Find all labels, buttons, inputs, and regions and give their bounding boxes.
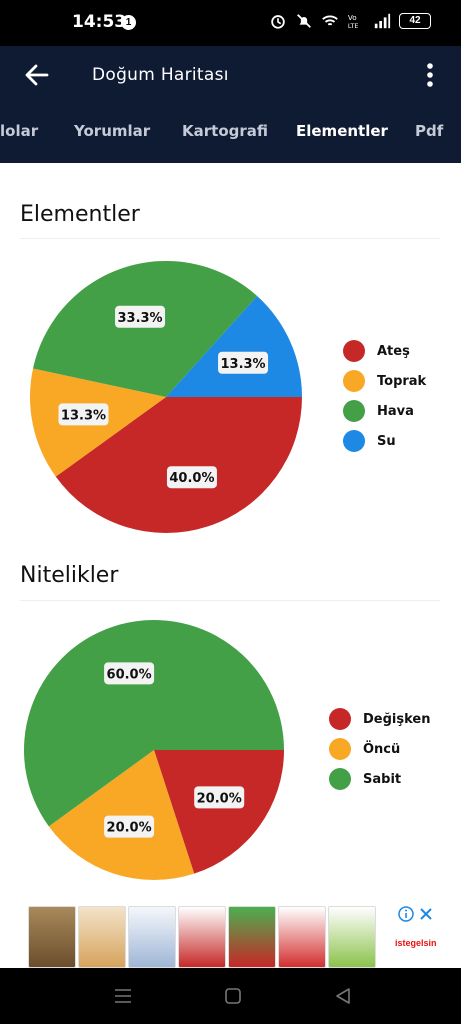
legend-item-oncu: Öncü	[329, 734, 430, 764]
pie-slice-degisken	[154, 750, 284, 874]
status-time: 14:53	[72, 12, 127, 32]
legend-swatch	[329, 768, 351, 790]
legend-item-sabit: Sabit	[329, 764, 430, 794]
nitelikler-pie-chart: 20.0% 20.0% 60.0%	[23, 620, 284, 880]
pie-slice-ates	[55, 397, 303, 533]
legend-swatch	[343, 430, 365, 452]
more-vert-icon[interactable]	[420, 60, 440, 90]
ad-product-image[interactable]	[128, 906, 176, 968]
legend-swatch	[343, 400, 365, 422]
legend-label: Ateş	[377, 343, 410, 359]
ad-product-image[interactable]	[228, 906, 276, 968]
legend-label: Sabit	[363, 771, 402, 787]
legend-label: Toprak	[377, 373, 427, 389]
ad-product-image[interactable]	[328, 906, 376, 968]
section-title-elementler: Elementler	[20, 202, 140, 227]
ad-product-image[interactable]	[28, 906, 76, 968]
legend-label: Öncü	[363, 741, 401, 757]
ad-product-image[interactable]	[178, 906, 226, 968]
ad-product-image[interactable]	[78, 906, 126, 968]
pie-slice-sabit	[23, 620, 284, 827]
svg-text:33.3%: 33.3%	[117, 311, 162, 326]
ad-product-image[interactable]	[278, 906, 326, 968]
battery-icon: 42	[399, 13, 431, 29]
pie-slice-hava	[33, 261, 258, 397]
pie-data-label-ates: 40.0%	[166, 466, 217, 489]
tab-bar: lolar Yorumlar Kartografi Elementler Pdf	[0, 114, 461, 154]
elementler-legend: Ateş Toprak Hava Su	[343, 336, 426, 456]
legend-item-hava: Hava	[343, 396, 426, 426]
svg-text:40.0%: 40.0%	[169, 471, 214, 486]
nitelikler-legend: Değişken Öncü Sabit	[329, 704, 430, 794]
pie-data-label-hava: 33.3%	[115, 305, 166, 328]
svg-text:60.0%: 60.0%	[107, 667, 152, 682]
svg-text:Vo: Vo	[348, 13, 357, 22]
section-divider	[20, 600, 440, 601]
section-divider	[20, 238, 440, 239]
notification-badge: 1	[121, 15, 136, 30]
pie-data-label-sabit: 60.0%	[104, 662, 155, 685]
pie-slice-oncu	[48, 750, 195, 880]
pie-data-label-su: 13.3%	[218, 351, 269, 374]
legend-label: Su	[377, 433, 396, 449]
tab-kartografi[interactable]: Kartografi	[182, 122, 268, 140]
pie-slice-su	[166, 296, 302, 397]
section-title-nitelikler: Nitelikler	[20, 563, 119, 588]
signal-icon	[374, 13, 391, 29]
legend-item-su: Su	[343, 426, 426, 456]
legend-item-degisken: Değişken	[329, 704, 430, 734]
app-bar: Doğum Haritası lolar Yorumlar Kartografi…	[0, 46, 461, 163]
ad-brand-label[interactable]: istegelsin	[395, 938, 437, 948]
legend-label: Değişken	[363, 711, 431, 727]
svg-text:13.3%: 13.3%	[220, 357, 265, 372]
ad-info-icon[interactable]	[398, 906, 414, 922]
alarm-icon	[271, 15, 285, 29]
legend-swatch	[329, 708, 351, 730]
legend-swatch	[343, 340, 365, 362]
svg-text:13.3%: 13.3%	[61, 408, 106, 423]
status-bar: 14:53 1 Vo LTE 42	[0, 0, 461, 46]
ad-banner[interactable]: istegelsin	[20, 904, 440, 968]
recent-apps-icon[interactable]	[114, 988, 132, 1004]
svg-text:20.0%: 20.0%	[197, 791, 242, 806]
system-nav-bar	[0, 968, 461, 1024]
svg-text:LTE: LTE	[348, 23, 358, 30]
mute-icon	[297, 14, 311, 28]
legend-swatch	[343, 370, 365, 392]
elementler-pie-chart: 40.0% 13.3% 33.3% 13.3%	[29, 261, 303, 533]
tab-yorumlar[interactable]: Yorumlar	[74, 122, 151, 140]
tab-pdf[interactable]: Pdf	[415, 122, 444, 140]
tab-lolar[interactable]: lolar	[0, 122, 39, 140]
legend-item-ates: Ateş	[343, 336, 426, 366]
svg-text:20.0%: 20.0%	[107, 821, 152, 836]
ad-close-icon[interactable]	[418, 906, 434, 922]
back-arrow-icon[interactable]	[22, 60, 52, 90]
page-title: Doğum Haritası	[92, 65, 229, 85]
back-nav-icon[interactable]	[334, 987, 352, 1005]
pie-data-label-oncu: 20.0%	[104, 815, 155, 838]
wifi-icon	[322, 15, 338, 26]
legend-swatch	[329, 738, 351, 760]
pie-data-label-toprak: 13.3%	[58, 403, 109, 426]
pie-data-label-degisken: 20.0%	[194, 786, 245, 809]
tab-elementler[interactable]: Elementler	[296, 122, 388, 140]
home-icon[interactable]	[224, 987, 242, 1005]
legend-label: Hava	[377, 403, 414, 419]
legend-item-toprak: Toprak	[343, 366, 426, 396]
